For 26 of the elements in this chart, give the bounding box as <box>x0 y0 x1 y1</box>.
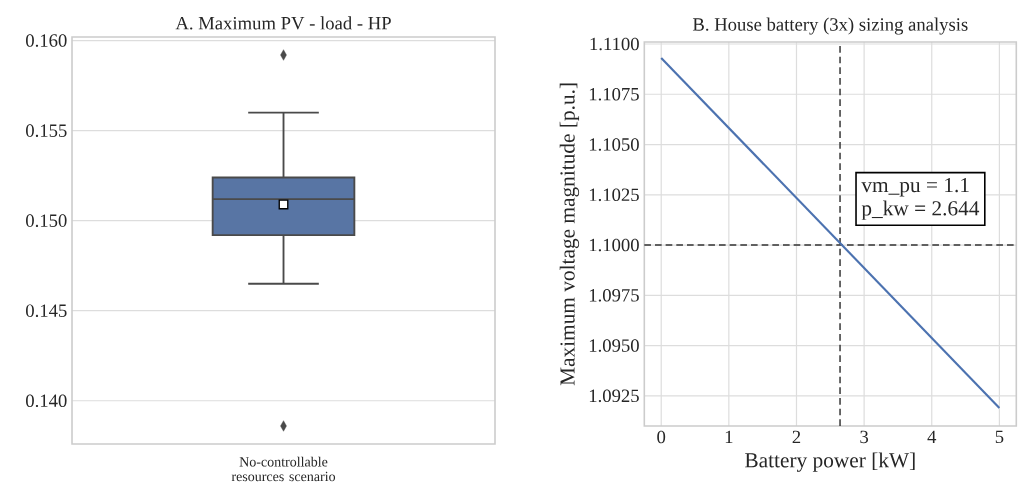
y-tick-label: 1.1025 <box>589 188 639 202</box>
chart-title: A. Maximum PV - load - HP <box>175 16 391 30</box>
y-tick-label: 0.160 <box>26 34 67 47</box>
x-axis-title: Battery power [kW] <box>745 452 915 472</box>
chart-title: B. House battery (3x) sizing analysis <box>692 17 968 35</box>
y-axis-title: Maximum voltage magnitude [p.u.] <box>559 83 580 386</box>
y-tick-label: 1.0950 <box>589 339 639 352</box>
y-tick-label: 1.1050 <box>589 138 639 151</box>
x-tick-label: 3 <box>860 430 869 444</box>
y-tick-label: 1.1000 <box>589 238 639 252</box>
y-tick-label: 1.0975 <box>589 288 639 302</box>
x-tick-label: 2 <box>792 430 801 444</box>
y-tick-label: 1.0925 <box>589 389 639 403</box>
x-tick-label: 4 <box>927 430 937 443</box>
y-tick-label: 1.1075 <box>589 87 639 101</box>
y-tick-label: 1.1100 <box>590 37 639 51</box>
x-tick-label: 1 <box>725 430 733 444</box>
x-tick-label: No-controllable resources scenario <box>231 456 336 482</box>
x-tick-label: 0 <box>657 430 666 444</box>
y-tick-label: 0.145 <box>26 304 67 318</box>
y-tick-label: 0.140 <box>26 394 67 408</box>
y-tick-label: 0.150 <box>26 214 67 228</box>
annotation: vm_pu = 1.1 <box>861 177 969 197</box>
y-tick-label: 0.155 <box>26 124 67 137</box>
annotation: p_kw = 2.644 <box>861 200 980 220</box>
x-tick-label: 5 <box>995 430 1004 444</box>
